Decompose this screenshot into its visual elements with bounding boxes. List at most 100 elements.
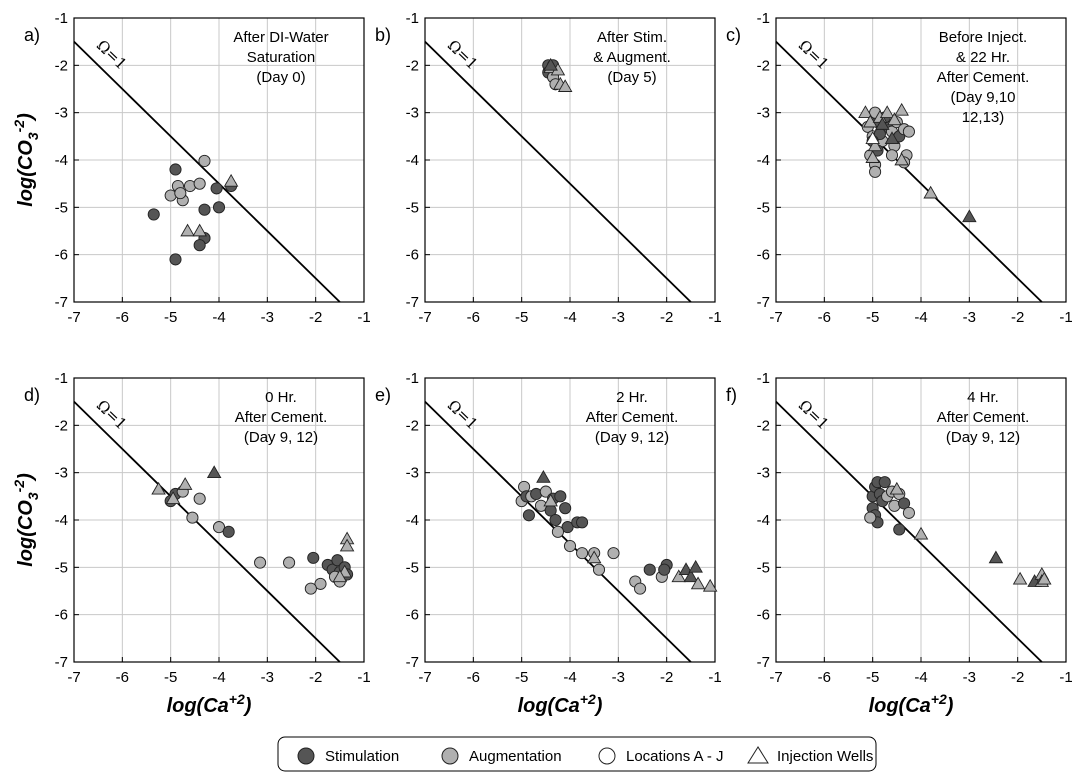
data-point-circle (210, 182, 223, 195)
y-tick-label: -3 (757, 105, 770, 122)
data-point-circle (186, 511, 199, 524)
data-point-triangle (879, 105, 895, 118)
data-point-triangle (192, 223, 207, 237)
x-tick-label: -7 (67, 309, 80, 326)
y-tick-label: -5 (757, 559, 770, 576)
x-tick-label: -2 (660, 309, 673, 326)
panel-annotation-line: (Day 9, 12) (946, 429, 1020, 446)
legend-marker-stimulation (297, 747, 315, 765)
y-tick-label: -1 (55, 10, 68, 27)
legend-label-injection: Injection Wells (777, 748, 873, 765)
x-tick-label: -6 (467, 309, 480, 326)
legend-marker-augmentation (441, 747, 459, 765)
chart-panel-e: -7 -6 -5 -4 -3 -2 -1 -1 -2 -3 -4 -5 -6 -7 e) Ω=1 2 Hr. Af… (375, 370, 722, 717)
data-point-triangle (887, 112, 902, 126)
panel-label: f) (726, 385, 737, 405)
y-tick-label: -6 (55, 247, 68, 264)
chart-panel-c: -7 -6 -5 -4 -3 -2 -1 -1 -2 -3 -4 -5 -6 -7 c) Ω=1 Before … (726, 10, 1073, 326)
y-tick-label: -5 (757, 199, 770, 216)
data-point-circle (902, 506, 915, 519)
y-tick-label: -6 (406, 607, 419, 624)
data-point-circle (563, 539, 577, 553)
data-point-triangle (913, 526, 929, 540)
x-tick-label: -4 (914, 309, 927, 326)
panel-annotation-line: After Cement. (235, 409, 328, 426)
data-point-triangle (339, 538, 355, 552)
x-tick-label: -2 (1011, 669, 1024, 686)
data-point-triangle (206, 465, 222, 478)
panel-label: b) (375, 25, 391, 45)
x-tick-label: -1 (357, 309, 370, 326)
data-point-triangle (690, 576, 706, 590)
data-point-circle (576, 516, 589, 529)
legend-label-augmentation: Augmentation (469, 748, 562, 765)
y-tick-label: -1 (406, 10, 419, 27)
legend-marker-locations (598, 747, 616, 765)
saturation-line-label: Ω=1 (795, 36, 832, 73)
data-point-circle (898, 497, 911, 510)
x-tick-label: -3 (963, 309, 976, 326)
x-tick-label: -6 (116, 669, 129, 686)
panel-annotation-line: Before Inject. (939, 29, 1027, 46)
panel-annotation-line: (Day 9, 12) (244, 429, 318, 446)
data-point-circle (193, 177, 206, 190)
data-point-triangle (858, 105, 873, 118)
x-axis-label: log(Ca+2) (518, 691, 603, 717)
panel-annotation-line: After Stim. (597, 29, 667, 46)
x-tick-label: -1 (357, 669, 370, 686)
saturation-line (73, 41, 341, 303)
data-point-circle (551, 525, 564, 538)
y-tick-label: -7 (55, 294, 68, 311)
x-tick-label: -2 (1011, 309, 1024, 326)
legend-box (277, 736, 877, 772)
y-tick-label: -1 (55, 370, 68, 387)
y-tick-label: -7 (406, 654, 419, 671)
y-tick-label: -4 (55, 152, 68, 169)
x-tick-label: -6 (116, 309, 129, 326)
data-point-triangle (962, 209, 977, 223)
y-tick-label: -6 (757, 607, 770, 624)
legend-label-locations: Locations A - J (626, 748, 724, 765)
data-point-triangle (683, 569, 699, 583)
data-point-circle (643, 563, 656, 576)
y-tick-label: -4 (55, 512, 68, 529)
data-point-circle (193, 239, 206, 252)
chart-panel-a: -7 -6 -5 -4 -3 -2 -1 -1 -2 -3 -4 -5 -6 -7 a) Ω=1 After D… (11, 10, 371, 326)
y-axis-label: log(CO3-2) (11, 113, 41, 207)
x-tick-label: -3 (612, 669, 625, 686)
x-tick-label: -6 (818, 309, 831, 326)
panel-label: e) (375, 385, 391, 405)
data-point-circle (592, 563, 606, 576)
panel-annotation-line: 2 Hr. (616, 389, 648, 406)
legend-marker-injection (747, 746, 769, 764)
x-tick-label: -2 (309, 669, 322, 686)
data-point-triangle (894, 152, 909, 166)
data-point-triangle (923, 185, 938, 199)
panel-annotation-line: (Day 9, 12) (595, 429, 669, 446)
panel-annotation-line: Saturation (247, 49, 315, 66)
data-point-triangle (586, 550, 602, 564)
x-tick-label: -7 (67, 669, 80, 686)
data-point-circle (878, 476, 891, 489)
y-tick-label: -3 (55, 105, 68, 122)
data-point-circle (539, 485, 552, 498)
saturation-line (775, 41, 1043, 303)
x-tick-label: -4 (212, 669, 225, 686)
saturation-line-label: Ω=1 (444, 396, 481, 433)
y-tick-label: -1 (757, 370, 770, 387)
saturation-line-label: Ω=1 (444, 36, 481, 73)
data-point-triangle (1036, 571, 1052, 585)
x-tick-label: -4 (563, 669, 576, 686)
y-tick-label: -5 (55, 559, 68, 576)
panel-label: d) (24, 385, 40, 405)
data-point-triangle (688, 559, 703, 573)
panel-annotation-line: After Cement. (937, 409, 1030, 426)
x-tick-label: -1 (1059, 669, 1072, 686)
data-point-triangle (165, 491, 181, 505)
legend-label-stimulation: Stimulation (325, 748, 399, 765)
data-point-circle (147, 208, 160, 221)
x-tick-label: -4 (563, 309, 576, 326)
data-point-circle (902, 125, 915, 138)
y-tick-label: -1 (406, 370, 419, 387)
data-point-triangle (671, 569, 687, 583)
